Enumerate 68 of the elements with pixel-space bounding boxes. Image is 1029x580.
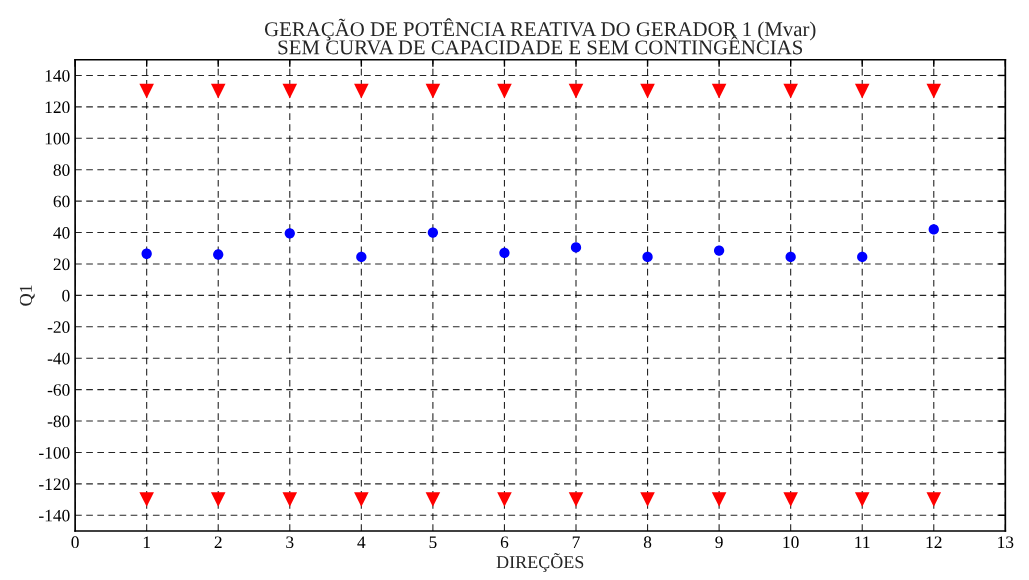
point: [928, 224, 939, 235]
point: [783, 492, 798, 507]
point: [356, 251, 367, 263]
y-axis-title: Q1: [19, 285, 35, 306]
point: [354, 83, 369, 99]
point: [570, 242, 582, 253]
point: [213, 249, 224, 260]
x-tick-label: 6: [500, 536, 509, 549]
x-tick-label: 3: [286, 536, 294, 549]
point: [499, 247, 510, 259]
x-tick-label: 4: [357, 536, 366, 548]
x-tick-label: 7: [572, 536, 580, 548]
y-tick-label: 100: [45, 132, 70, 145]
point: [282, 492, 298, 507]
y-tick-label: 20: [53, 258, 70, 271]
point: [642, 251, 653, 263]
x-axis-title: DIREÇÕES: [496, 552, 584, 572]
y-tick-label: -40: [47, 352, 70, 365]
point: [497, 83, 512, 99]
point: [354, 492, 369, 507]
point: [713, 245, 725, 256]
x-tick-label: 9: [715, 536, 723, 549]
y-tick-label: -120: [39, 478, 70, 491]
point: [139, 492, 154, 507]
x-tick-label: 1: [143, 536, 150, 548]
x-tick-label: 12: [926, 536, 942, 548]
point: [141, 248, 152, 259]
y-tick-label: -100: [39, 446, 70, 459]
point: [139, 83, 154, 99]
y-tick-label: -60: [47, 384, 70, 396]
point: [926, 83, 942, 99]
y-tick-label: 140: [45, 69, 70, 82]
point: [785, 251, 796, 263]
point: [425, 83, 441, 99]
point: [568, 492, 584, 507]
y-tick-label: -140: [39, 509, 70, 522]
point: [783, 83, 798, 99]
point: [711, 492, 727, 507]
point: [926, 492, 942, 507]
y-tick-label: 80: [53, 164, 70, 176]
x-tick-label: 8: [643, 536, 652, 549]
y-tick-label: -80: [47, 415, 70, 428]
x-tick-label: 5: [429, 536, 437, 549]
x-tick-label: 13: [998, 536, 1014, 549]
point: [640, 83, 655, 99]
x-tick-label: 0: [71, 536, 79, 549]
y-tick-label: 0: [62, 289, 70, 302]
y-tick-label: -20: [47, 321, 70, 333]
x-tick-label: 10: [783, 536, 799, 549]
point: [282, 83, 298, 99]
point: [427, 227, 439, 238]
point: [711, 83, 727, 99]
point: [284, 228, 295, 239]
point: [210, 83, 226, 99]
point: [857, 251, 868, 263]
point: [210, 492, 226, 507]
y-tick-label: 60: [53, 195, 70, 208]
point: [568, 83, 584, 99]
point: [425, 492, 441, 507]
point: [854, 492, 870, 507]
point: [497, 492, 512, 507]
y-tick-label: 40: [53, 227, 70, 239]
y-tick-label: 120: [45, 101, 70, 114]
point: [854, 83, 870, 99]
x-tick-label: 2: [214, 536, 222, 548]
chart-title: GERAÇÃO DE POTÊNCIA REATIVA DO GERADOR 1 (Mvar) SEM CURVA DE CAPACIDADE E SEM CONTINGÊNCIAS: [264, 18, 816, 55]
x-tick-label: 11: [855, 536, 870, 548]
point: [640, 492, 655, 507]
